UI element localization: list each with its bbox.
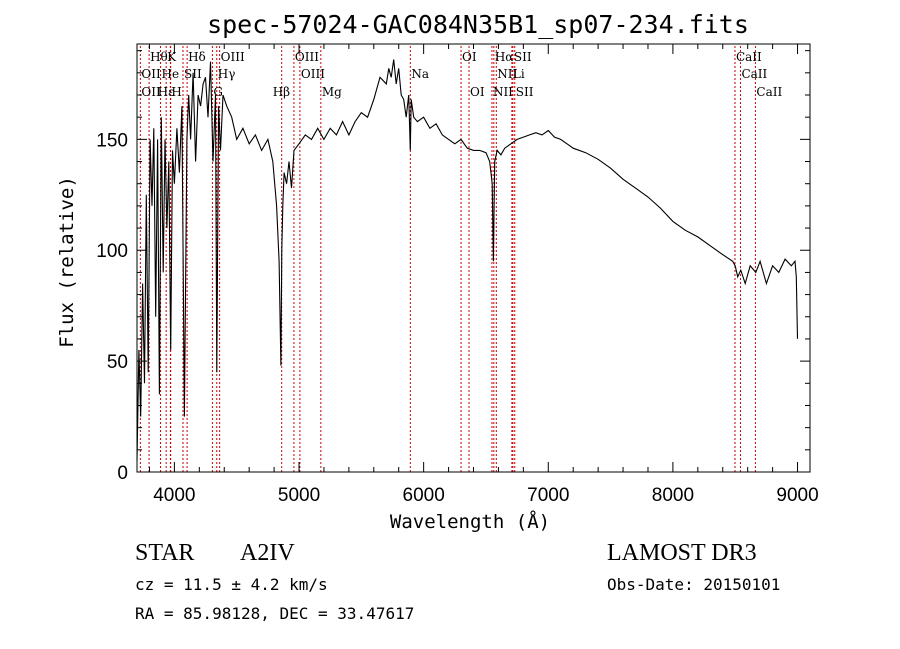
y-axis-label: Flux (relative)	[56, 176, 78, 348]
line-label: OIII	[301, 67, 325, 81]
x-tick-label: 4000	[153, 485, 195, 506]
line-label: CaII	[741, 67, 767, 81]
line-label: NII	[493, 85, 513, 99]
y-tick-label: 50	[107, 352, 128, 373]
sky-coordinates: RA = 85.98128, DEC = 33.47617	[135, 604, 414, 623]
line-label: Na	[411, 67, 429, 81]
x-axis-ticks: 4000 5000 6000 7000 8000 9000	[148, 44, 819, 506]
line-label: OII	[141, 67, 161, 81]
line-label: SII	[516, 85, 534, 99]
line-label: He	[162, 67, 180, 81]
spectrum-series-line	[136, 59, 799, 461]
observation-date: Obs-Date: 20150101	[607, 575, 780, 594]
line-label: Li	[513, 67, 525, 81]
line-label: SII	[514, 50, 532, 64]
line-label: CaII	[736, 50, 762, 64]
x-tick-label: 5000	[278, 485, 320, 506]
line-label: Hδ	[188, 50, 206, 64]
object-subclass: A2IV	[240, 540, 295, 566]
y-axis-ticks: 0 50 100 150	[96, 50, 810, 484]
x-tick-label: 8000	[652, 485, 694, 506]
y-tick-label: 150	[96, 130, 128, 151]
emission-line-markers	[139, 46, 756, 472]
line-label: OIII	[221, 50, 245, 64]
y-tick-label: 0	[117, 463, 128, 484]
x-tick-label: 7000	[527, 485, 569, 506]
line-label: K	[167, 50, 177, 64]
plot-frame	[136, 43, 811, 473]
line-label: Hε	[158, 85, 175, 99]
line-label: OI	[470, 85, 485, 99]
line-label: OII	[141, 85, 161, 99]
line-label: H	[171, 85, 181, 99]
line-label: Hβ	[273, 85, 290, 99]
line-label: Hγ	[218, 67, 236, 81]
line-label: NII	[497, 67, 517, 81]
y-tick-label: 100	[96, 241, 128, 262]
line-label: Hθ	[150, 50, 168, 64]
line-label: Hα	[495, 50, 514, 64]
line-label: Mg	[322, 85, 342, 99]
x-tick-label: 6000	[403, 485, 445, 506]
x-tick-label: 9000	[776, 485, 818, 506]
object-class: STAR	[135, 540, 194, 566]
line-label: OIII	[295, 50, 319, 64]
redshift-velocity: cz = 11.5 ± 4.2 km/s	[135, 575, 328, 594]
line-label: CaII	[756, 85, 782, 99]
survey-name: LAMOST DR3	[607, 540, 757, 566]
chart-title: spec-57024-GAC084N35B1_sp07-234.fits	[207, 10, 749, 39]
line-label: G	[213, 85, 223, 99]
x-axis-label: Wavelength (Å)	[390, 510, 550, 533]
line-label: OI	[462, 50, 477, 64]
